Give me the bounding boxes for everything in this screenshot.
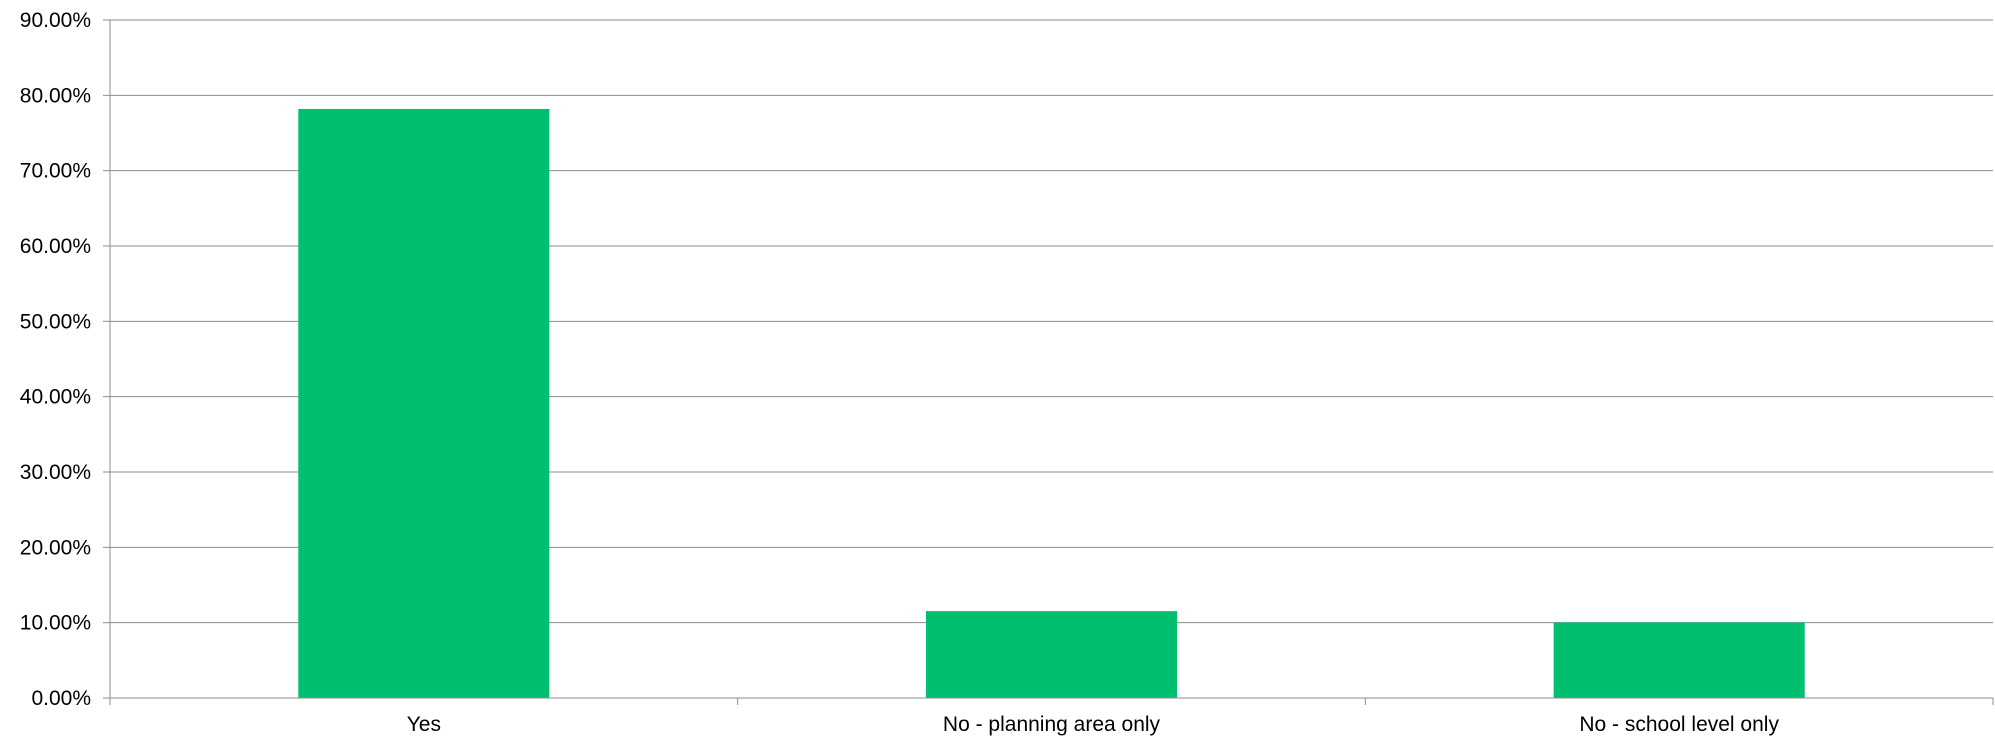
axes xyxy=(103,19,1994,705)
y-tick-label: 0.00% xyxy=(31,687,91,710)
bar-no-school-level-only xyxy=(1553,622,1805,698)
bars xyxy=(298,108,1805,698)
y-axis-tick-labels: 0.00% 10.00% 20.00% 30.00% 40.00% 50.00% 60.00… xyxy=(20,9,91,710)
y-tick-label: 80.00% xyxy=(20,84,91,107)
x-category-label: Yes xyxy=(407,713,441,736)
x-axis-tick-labels: Yes No - planning area only No - school le… xyxy=(407,713,1780,736)
y-tick-label: 10.00% xyxy=(20,612,91,635)
x-category-label: No - planning area only xyxy=(943,713,1161,736)
y-tick-label: 30.00% xyxy=(20,461,91,484)
bar-yes xyxy=(298,108,550,698)
y-tick-label: 90.00% xyxy=(20,9,91,32)
y-tick-label: 60.00% xyxy=(20,235,91,258)
y-tick-label: 70.00% xyxy=(20,160,91,183)
y-tick-label: 50.00% xyxy=(20,310,91,333)
bar-no-planning-area-only xyxy=(925,611,1178,698)
x-category-label: No - school level only xyxy=(1579,713,1779,736)
y-tick-label: 40.00% xyxy=(20,386,91,409)
y-tick-label: 20.00% xyxy=(20,536,91,559)
